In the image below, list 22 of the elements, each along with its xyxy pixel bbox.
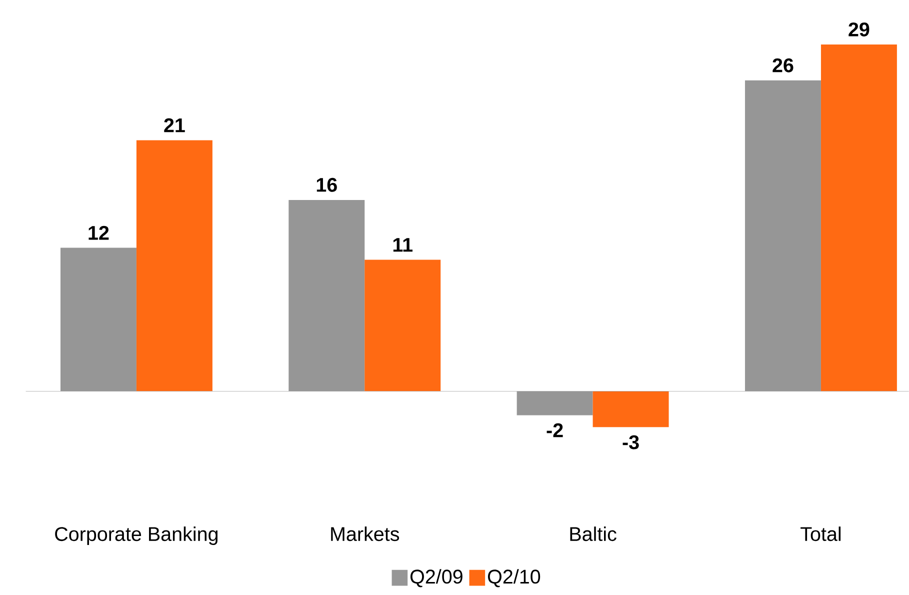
x-tick-label: Total [800, 526, 841, 542]
bar [820, 44, 897, 392]
data-label: 21 [164, 118, 185, 132]
x-tick-label: Markets [331, 526, 400, 542]
legend-label: Q2/09 [410, 569, 462, 588]
x-tick-label: Baltic [570, 526, 616, 542]
bar [592, 391, 669, 428]
bar [516, 391, 593, 416]
data-label: 11 [393, 238, 413, 252]
data-label: 12 [88, 226, 109, 240]
data-label: -3 [622, 435, 639, 450]
bar [364, 260, 441, 392]
bar [60, 248, 136, 392]
data-label: 16 [316, 178, 337, 192]
legend-label: Q2/10 [488, 569, 540, 588]
data-label: -2 [546, 423, 563, 438]
bar [136, 140, 212, 392]
data-label: 29 [848, 22, 870, 37]
x-tick-label: Corporate Banking [55, 526, 218, 546]
bar [744, 80, 821, 392]
bar [288, 200, 365, 392]
data-label: 26 [772, 58, 794, 73]
